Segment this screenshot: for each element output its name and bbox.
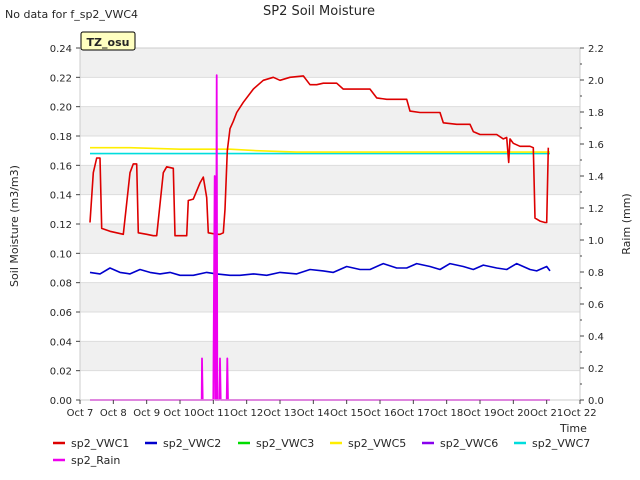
station-badge-label: TZ_osu	[87, 36, 130, 49]
background-band	[80, 48, 580, 78]
x-tick-label: Oct 15	[330, 408, 363, 419]
legend-label: sp2_VWC2	[163, 437, 221, 450]
x-tick-label: Oct 14	[297, 408, 330, 419]
right-tick-label: 1.8	[588, 108, 604, 119]
right-tick-label: 0.4	[588, 332, 604, 343]
no-data-note: No data for f_sp2_VWC4	[5, 8, 138, 21]
right-tick-label: 0.8	[588, 268, 604, 279]
right-y-axis-label: Raim (mm)	[620, 193, 633, 254]
x-tick-label: Oct 16	[363, 408, 396, 419]
legend-item-sp2-vwc7: sp2_VWC7	[514, 437, 590, 450]
x-tick-label: Oct 7	[67, 408, 94, 419]
x-tick-label: Oct 21	[530, 408, 563, 419]
station-badge: TZ_osu	[80, 31, 136, 51]
background-band	[80, 282, 580, 312]
series-line-sp2-vwc5	[90, 146, 550, 153]
legend-label: sp2_Rain	[71, 454, 120, 467]
chart-title: SP2 Soil Moisture	[263, 4, 375, 19]
x-tick-label: Oct 12	[230, 408, 263, 419]
legend: sp2_VWC1 sp2_VWC2 sp2_VWC3 sp2_VWC5 sp2_VWC6…	[53, 437, 590, 467]
series-layer	[89, 74, 551, 401]
left-tick-label: 0.08	[50, 279, 72, 290]
plot-background-bands	[80, 48, 580, 371]
right-tick-label: 1.4	[588, 172, 604, 183]
legend-item-sp2-vwc3: sp2_VWC3	[238, 437, 314, 450]
legend-label: sp2_VWC3	[256, 437, 314, 450]
right-tick-label: 1.2	[588, 204, 604, 215]
right-tick-label: 2.2	[588, 44, 604, 55]
x-tick-label: Oct 10	[163, 408, 196, 419]
left-tick-label: 0.04	[50, 337, 72, 348]
x-tick-label: Oct 19	[463, 408, 496, 419]
x-axis: Oct 7 Oct 8 Oct 9 Oct 10 Oct 11 Oct 12 Oct 13 O…	[67, 400, 597, 419]
left-tick-label: 0.02	[50, 367, 72, 378]
left-tick-label: 0.20	[50, 103, 72, 114]
x-tick-label: Oct 9	[133, 408, 160, 419]
left-tick-label: 0.16	[50, 161, 72, 172]
x-tick-label: Oct 17	[397, 408, 430, 419]
background-band	[80, 165, 580, 195]
legend-label: sp2_VWC1	[71, 437, 129, 450]
left-tick-label: 0.18	[50, 132, 72, 143]
x-tick-label: Oct 22	[563, 408, 596, 419]
right-tick-label: 2.0	[588, 76, 604, 87]
legend-label: sp2_VWC6	[440, 437, 498, 450]
right-y-axis: 0.0 0.2 0.4 0.6 0.8 1.0 1.2 1.4 1.6 1.8 2.0 2.2	[580, 44, 604, 407]
right-tick-label: 1.6	[588, 140, 604, 151]
x-tick-label: Oct 20	[497, 408, 530, 419]
legend-item-sp2-vwc6: sp2_VWC6	[422, 437, 498, 450]
left-tick-label: 0.22	[50, 73, 72, 84]
legend-item-sp2-vwc2: sp2_VWC2	[145, 437, 221, 450]
series-line-sp2-vwc1	[89, 75, 550, 237]
left-tick-label: 0.24	[50, 44, 72, 55]
series-line-sp2-rain	[90, 74, 550, 401]
left-tick-label: 0.00	[50, 396, 72, 407]
legend-label: sp2_VWC5	[348, 437, 406, 450]
right-tick-label: 0.6	[588, 300, 604, 311]
left-tick-label: 0.06	[50, 308, 72, 319]
x-tick-label: Oct 13	[263, 408, 296, 419]
left-y-axis-label: Soil Moisture (m3/m3)	[8, 165, 21, 287]
right-tick-label: 1.0	[588, 236, 604, 247]
left-tick-label: 0.14	[50, 191, 72, 202]
left-tick-label: 0.12	[50, 220, 72, 231]
series-line-sp2-vwc2	[89, 262, 551, 277]
x-tick-label: Oct 11	[197, 408, 230, 419]
x-axis-label: Time	[559, 422, 587, 435]
legend-item-sp2-vwc5: sp2_VWC5	[330, 437, 406, 450]
left-tick-label: 0.10	[50, 249, 72, 260]
x-tick-label: Oct 8	[100, 408, 127, 419]
background-band	[80, 341, 580, 371]
right-tick-label: 0.2	[588, 364, 604, 375]
legend-item-sp2-rain: sp2_Rain	[53, 454, 120, 467]
right-tick-label: 0.0	[588, 396, 604, 407]
left-y-axis: 0.00 0.02 0.04 0.06 0.08 0.10 0.12 0.14 0.16 0.18…	[50, 44, 80, 407]
legend-item-sp2-vwc1: sp2_VWC1	[53, 437, 129, 450]
legend-label: sp2_VWC7	[532, 437, 590, 450]
x-tick-label: Oct 18	[430, 408, 463, 419]
background-band	[80, 106, 580, 136]
background-band	[80, 224, 580, 254]
